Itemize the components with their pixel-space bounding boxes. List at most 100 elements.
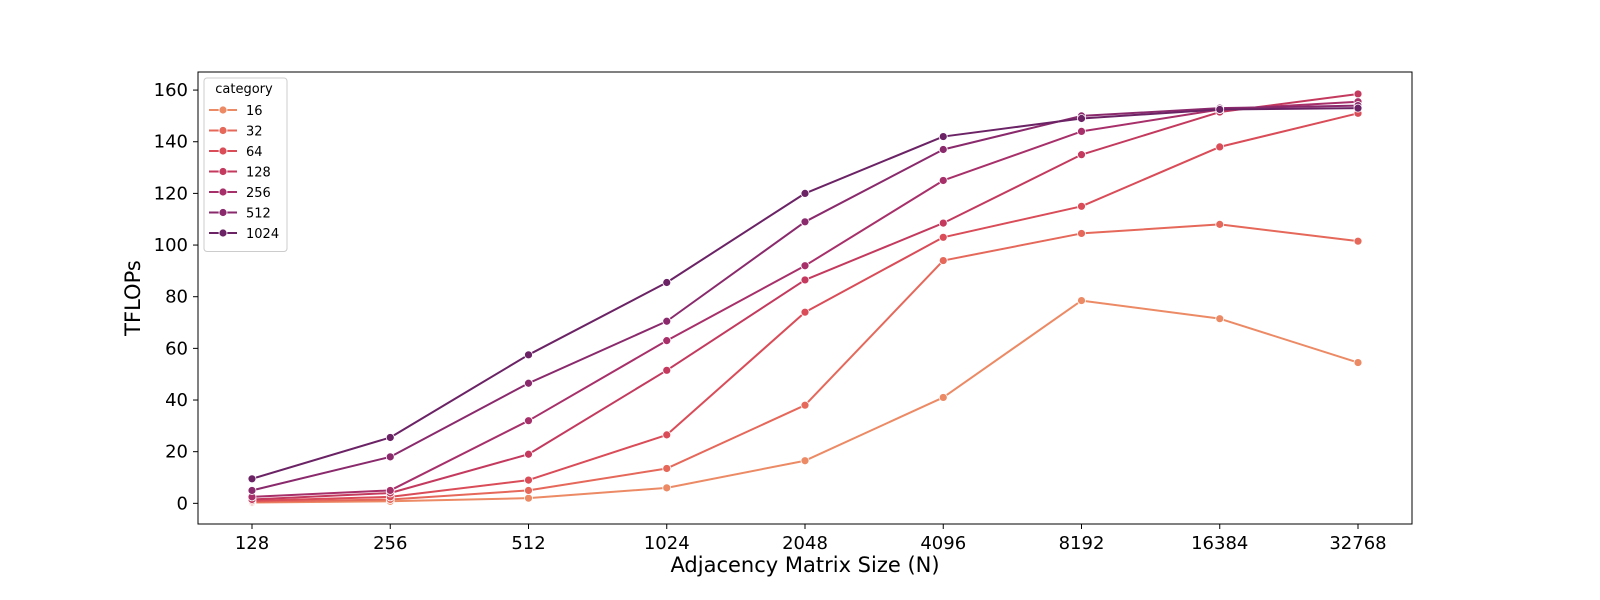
legend-marker [218,167,228,176]
y-tick-label: 0 [177,493,188,514]
legend-marker [218,126,228,135]
data-point [247,474,257,484]
data-point [524,350,533,360]
data-point [1353,236,1363,246]
legend-box [203,77,288,252]
y-tick-label: 60 [165,338,188,359]
data-point [800,400,810,410]
y-tick-label: 140 [154,132,188,153]
series-128 [247,89,1363,504]
y-axis-title: TFLOPs [121,260,145,337]
data-point [1353,89,1363,99]
legend-item: 1024 [209,227,279,242]
data-point [524,416,533,426]
data-point [800,217,810,227]
legend-marker [218,208,228,217]
y-axis: 0 20 40 60 80 100 120 140 160 [154,80,198,514]
y-tick-label: 100 [154,235,188,256]
data-point [662,430,672,440]
x-tick-label: 256 [373,533,407,554]
data-point [1353,103,1363,113]
y-tick-label: 40 [165,390,188,411]
legend-item: 16 [209,104,263,119]
legend-item: 128 [209,166,271,181]
series-line [251,92,1359,501]
x-axis: 128 256 512 1024 2048 4096 8192 16384 32768 [235,524,1387,554]
data-point [938,393,948,402]
y-tick-label: 160 [154,80,188,101]
x-tick-label: 512 [511,533,545,554]
data-point [385,433,395,442]
data-point [938,256,948,265]
legend-items: 16 32 64 128 256 512 1024 [209,104,279,242]
legend-item: 256 [209,186,271,201]
y-tick-label: 20 [165,442,188,463]
legend-label: 1024 [246,227,279,242]
data-point [385,452,395,462]
legend-label: 256 [246,186,271,201]
data-point [662,316,672,326]
data-point [1215,142,1225,152]
data-point [524,475,533,485]
data-point [662,336,672,346]
series-line [251,104,1359,492]
x-tick-label: 8192 [1059,533,1105,554]
data-point [938,218,948,228]
data-point [800,261,810,271]
data-point [1215,314,1225,324]
data-point [800,275,810,285]
series-line [251,107,1359,480]
data-point [1077,150,1086,160]
legend: category 16 32 64 128 256 512 1024 [203,77,288,252]
data-point [938,132,948,141]
legend-marker [218,228,228,238]
legend-marker [218,146,228,156]
data-point [800,456,810,466]
series-line [251,100,1359,498]
data-point [524,449,533,459]
y-tick-label: 120 [154,183,188,204]
data-point [938,145,948,154]
legend-marker [218,187,228,197]
x-axis-title: Adjacency Matrix Size (N) [670,553,939,577]
data-point [1077,127,1086,136]
data-point [1215,219,1225,229]
legend-label: 32 [246,125,263,140]
data-point [938,176,948,185]
data-point [662,483,672,493]
data-point [1353,358,1363,367]
data-point [800,188,810,198]
legend-item: 512 [209,207,271,222]
data-point [662,464,672,473]
series-1024 [247,103,1363,484]
x-tick-label: 1024 [644,533,690,554]
data-point [662,365,672,375]
data-point [524,493,533,503]
legend-label: 64 [246,145,263,160]
data-point [1215,105,1225,114]
data-point [385,486,395,495]
data-point [247,486,257,495]
data-point [800,307,810,317]
data-point [524,378,533,388]
data-point [524,486,533,495]
plot-frame [197,71,1413,525]
legend-title: category [215,82,273,97]
legend-marker [218,105,228,115]
x-tick-label: 16384 [1191,533,1248,554]
x-tick-label: 128 [235,533,269,554]
data-point [1077,114,1086,123]
x-tick-label: 2048 [782,533,828,554]
data-point [1077,229,1086,238]
y-tick-label: 80 [165,287,188,308]
data-point [662,278,672,287]
x-tick-label: 4096 [920,533,966,554]
series-64 [247,108,1363,506]
data-point [938,232,948,242]
x-tick-label: 32768 [1329,533,1386,554]
data-point [1077,296,1086,305]
legend-item: 64 [209,145,263,160]
data-point [1077,201,1086,211]
